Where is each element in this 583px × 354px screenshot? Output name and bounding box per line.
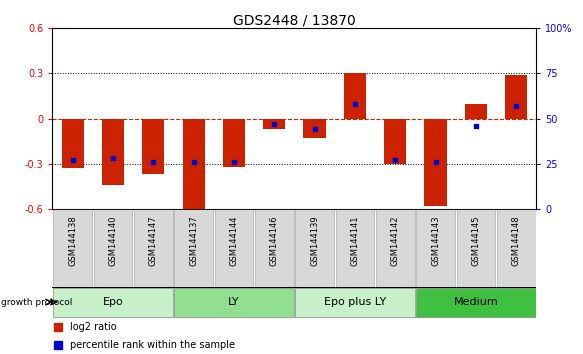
- Text: log2 ratio: log2 ratio: [70, 322, 117, 332]
- Bar: [465, 103, 487, 119]
- Bar: [263, 119, 285, 129]
- Text: GSM144143: GSM144143: [431, 215, 440, 266]
- Bar: [53, 288, 173, 317]
- Bar: [223, 119, 245, 167]
- Text: GSM144146: GSM144146: [270, 215, 279, 266]
- Bar: [344, 73, 366, 119]
- Bar: [295, 288, 415, 317]
- Bar: [424, 119, 447, 206]
- Bar: [336, 209, 374, 287]
- Text: GSM144142: GSM144142: [391, 215, 400, 266]
- Text: GSM144141: GSM144141: [350, 215, 359, 266]
- Bar: [255, 209, 294, 287]
- Bar: [174, 288, 294, 317]
- Bar: [142, 119, 164, 174]
- Bar: [505, 75, 527, 119]
- Text: GSM144139: GSM144139: [310, 215, 319, 266]
- Bar: [416, 288, 536, 317]
- Bar: [295, 209, 334, 287]
- Bar: [94, 209, 132, 287]
- Text: Epo plus LY: Epo plus LY: [324, 297, 386, 307]
- Bar: [182, 119, 205, 209]
- Bar: [53, 209, 92, 287]
- Text: GSM144147: GSM144147: [149, 215, 158, 266]
- Text: GSM144140: GSM144140: [108, 215, 117, 266]
- Title: GDS2448 / 13870: GDS2448 / 13870: [233, 13, 356, 27]
- Bar: [134, 209, 173, 287]
- Bar: [215, 209, 253, 287]
- Text: GSM144148: GSM144148: [512, 215, 521, 266]
- Bar: [456, 209, 495, 287]
- Text: GSM144145: GSM144145: [472, 215, 480, 266]
- Text: GSM144138: GSM144138: [68, 215, 77, 266]
- Text: LY: LY: [228, 297, 240, 307]
- Text: growth protocol: growth protocol: [1, 297, 72, 307]
- Bar: [416, 209, 455, 287]
- Text: GSM144144: GSM144144: [230, 215, 238, 266]
- Bar: [62, 119, 84, 168]
- Bar: [304, 119, 326, 138]
- Text: percentile rank within the sample: percentile rank within the sample: [70, 340, 235, 350]
- Bar: [174, 209, 213, 287]
- Text: GSM144137: GSM144137: [189, 215, 198, 266]
- Bar: [384, 119, 406, 164]
- Bar: [102, 119, 124, 185]
- Text: Epo: Epo: [103, 297, 124, 307]
- Bar: [497, 209, 536, 287]
- Text: Medium: Medium: [454, 297, 498, 307]
- Bar: [376, 209, 415, 287]
